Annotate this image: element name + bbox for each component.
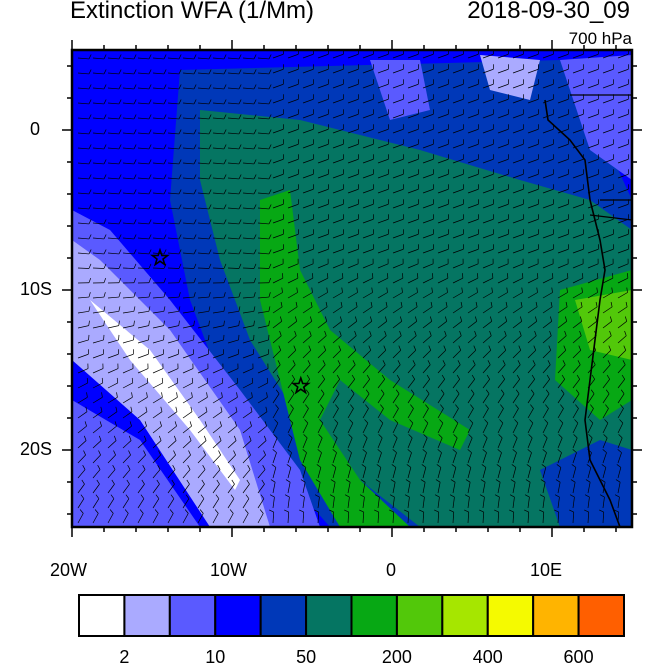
y-tick-label: 0 — [30, 119, 40, 140]
colorbar-box — [124, 595, 169, 636]
colorbar-box — [306, 595, 351, 636]
x-tick-label: 20W — [50, 560, 87, 581]
colorbar-box — [397, 595, 442, 636]
colorbar-label: 2 — [104, 647, 144, 668]
colorbar-box — [533, 595, 578, 636]
colorbar-box — [579, 595, 624, 636]
colorbar-label: 10 — [195, 647, 235, 668]
colorbar-box — [488, 595, 533, 636]
x-tick-label: 0 — [386, 560, 396, 581]
colorbar-label: 600 — [559, 647, 599, 668]
extinction-field — [72, 49, 632, 527]
colorbar-label: 50 — [286, 647, 326, 668]
colorbar-box — [170, 595, 215, 636]
x-tick-label: 10E — [530, 560, 562, 581]
colorbar-box — [261, 595, 306, 636]
colorbar-box — [79, 595, 124, 636]
y-tick-label: 20S — [20, 439, 52, 460]
y-tick-label: 10S — [20, 279, 52, 300]
colorbar-box — [215, 595, 260, 636]
colorbar-label: 200 — [377, 647, 417, 668]
colorbar-box — [352, 595, 397, 636]
colorbar — [79, 595, 624, 636]
colorbar-box — [442, 595, 487, 636]
x-tick-label: 10W — [210, 560, 247, 581]
colorbar-label: 400 — [468, 647, 508, 668]
